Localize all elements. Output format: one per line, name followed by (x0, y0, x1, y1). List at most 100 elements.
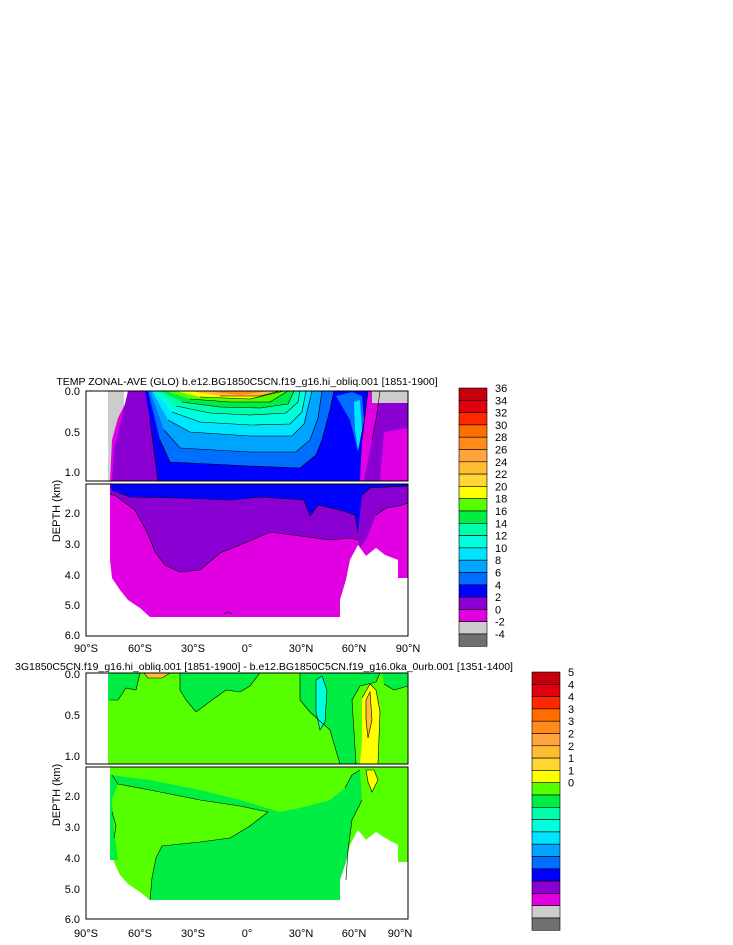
panel-a-ytick-lower-2: 4.0 (65, 570, 80, 582)
panel-a-ytick-lower-0: 2.0 (65, 508, 80, 520)
panel-b-colorbar-swatch-9 (531, 782, 561, 796)
panel-a-colorbar-swatch-16 (458, 584, 488, 598)
panel-a-colorbar-swatch-9 (458, 498, 488, 512)
panel-a-colorbar-swatch-13 (458, 547, 488, 561)
panel-b-ytick-lower-2: 4.0 (65, 853, 80, 865)
panel-a-colorbar-swatch-18 (458, 609, 488, 623)
panel-a-xtick-4: 30°N (289, 643, 314, 655)
panel-b-colorbar-label-2: 4 (568, 692, 574, 704)
panel-b-title: 3G1850C5CN.f19_g16.hi_obliq.001 [1851-19… (15, 661, 513, 673)
panel-a-colorbar-swatch-8 (458, 486, 488, 499)
panel-a-yticks-upper: 0.0 0.5 1.0 (65, 386, 80, 479)
panel-b-colorbar-label-5: 2 (568, 729, 574, 741)
panel-b-xticks: 90°S 60°S 30°S 0° 30°N 60°N 90°N (74, 928, 412, 940)
panel-b-colorbar-swatch-11 (531, 806, 561, 820)
panel-a-ytick-upper-1: 0.5 (65, 427, 80, 439)
panel-a-lower-field (86, 484, 408, 636)
panel-a-colorbar-swatch-2 (458, 412, 488, 426)
panel-b-colorbar-label-8: 1 (568, 765, 574, 777)
panel-a-colorbar-label-7: 22 (495, 469, 507, 481)
panel-a-colorbar-swatch-20 (458, 633, 488, 647)
panel-a-colorbar-swatch-7 (458, 473, 488, 487)
panel-b-lower-field (86, 767, 408, 919)
panel-a-colorbar-label-1: 34 (495, 395, 507, 407)
panel-a-xtick-5: 60°N (342, 643, 367, 655)
panel-b-colorbar-swatch-13 (531, 831, 561, 845)
panel-a-xticks: 90°S 60°S 30°S 0° 30°N 60°N 90°N (74, 643, 420, 655)
panel-b-ylabel: DEPTH (km) (51, 764, 63, 826)
panel-a-colorbar-label-18: 0 (495, 604, 501, 616)
panel-a-colorbar-label-8: 20 (495, 481, 507, 493)
panel-b-colorbar-swatch-12 (531, 819, 561, 833)
panel-b-xtick-4: 30°N (289, 928, 314, 940)
panel-b-upper-frame (85, 672, 409, 765)
panel-a-colorbar-label-17: 2 (495, 592, 501, 604)
panel-a-colorbar-label-15: 6 (495, 568, 501, 580)
panel-a: TEMP ZONAL-AVE (GLO) b.e12.BG1850C5CN.f1… (51, 376, 507, 655)
panel-a-colorbar-label-20: -4 (495, 629, 505, 641)
panel-a-upper-field (86, 391, 408, 481)
panel-a-colorbar-swatch-14 (458, 559, 488, 573)
panel-b-yticks-lower: 2.0 3.0 4.0 5.0 6.0 (65, 791, 80, 926)
panel-b-ytick-upper-1: 0.5 (65, 710, 80, 722)
panel-b-colorbar-label-4: 3 (568, 716, 574, 728)
panel-a-colorbar-label-3: 30 (495, 420, 507, 432)
panel-a-colorbar-label-4: 28 (495, 432, 507, 444)
panel-a-xtick-3: 0° (242, 643, 253, 655)
panel-b-colorbar-label-1: 4 (568, 679, 574, 691)
panel-a-ytick-lower-3: 5.0 (65, 600, 80, 612)
panel-a-ytick-lower-1: 3.0 (65, 539, 80, 551)
panel-a-title: TEMP ZONAL-AVE (GLO) b.e12.BG1850C5CN.f1… (56, 376, 437, 388)
panel-b-xtick-6: 90°N (388, 928, 413, 940)
panel-b-colorbar-label-3: 3 (568, 704, 574, 716)
panel-a-colorbar-label-5: 26 (495, 445, 507, 457)
panel-b-colorbar-swatch-4 (531, 720, 561, 734)
panel-a-colorbar-label-0: 36 (495, 383, 507, 395)
panel-a-colorbar-label-14: 8 (495, 555, 501, 567)
panel-a-colorbar-swatch-5 (458, 449, 488, 463)
panel-a-upper-frame (85, 390, 409, 482)
panel-a-colorbar-label-9: 18 (495, 494, 507, 506)
panel-a-colorbar-swatch-0 (458, 387, 488, 401)
panel-a-colorbar-swatch-10 (458, 510, 488, 524)
panel-b-colorbar-swatch-8 (531, 770, 561, 784)
panel-a-colorbar-label-2: 32 (495, 408, 507, 420)
panel-b-colorbar-swatch-16 (531, 868, 561, 882)
panel-a-xtick-0: 90°S (74, 643, 98, 655)
panel-b-colorbar-swatch-19 (531, 905, 561, 919)
panel-a-ytick-upper-2: 1.0 (65, 467, 80, 479)
panel-b-ytick-upper-2: 1.0 (65, 751, 80, 763)
panel-b-colorbar-swatch-0 (531, 671, 561, 685)
panel-a-colorbar-swatch-12 (458, 535, 488, 549)
panel-a-colorbar-swatch-19 (458, 621, 488, 635)
panel-b-colorbar-swatch-14 (531, 843, 561, 857)
panel-a-yticks-lower: 2.0 3.0 4.0 5.0 6.0 (65, 508, 80, 642)
panel-a-colorbar-swatch-3 (458, 424, 488, 438)
panel-a-xtick-6: 90°N (396, 643, 421, 655)
panel-b-xtick-0: 90°S (74, 928, 98, 940)
panel-b-xtick-3: 0° (242, 928, 253, 940)
panel-b-colorbar-swatch-6 (531, 745, 561, 759)
panel-b-ytick-upper-0: 0.0 (65, 669, 80, 681)
panel-b-colorbar-swatch-10 (531, 794, 561, 808)
panel-b-lower-frame (85, 766, 409, 920)
panel-b-upper-field (86, 673, 408, 764)
panel-a-xtick-1: 60°S (128, 643, 152, 655)
panel-b-colorbar-label-7: 1 (568, 753, 574, 765)
panel-b-xtick-2: 30°S (181, 928, 205, 940)
panel-b-xtick-1: 60°S (128, 928, 152, 940)
panel-a-colorbar-swatch-4 (458, 436, 488, 450)
panel-b-ytick-lower-1: 3.0 (65, 822, 80, 834)
panel-a-colorbar-label-12: 12 (495, 531, 507, 543)
panel-b-ytick-lower-4: 6.0 (65, 914, 80, 926)
panel-a-xtick-2: 30°S (181, 643, 205, 655)
panel-a-lower-frame (85, 483, 409, 637)
panel-a-colorbar-label-6: 24 (495, 457, 507, 469)
panel-b-colorbar-swatch-18 (531, 893, 561, 907)
panel-a-colorbar-swatch-15 (458, 572, 488, 586)
panel-b-colorbar-swatch-7 (531, 757, 561, 771)
